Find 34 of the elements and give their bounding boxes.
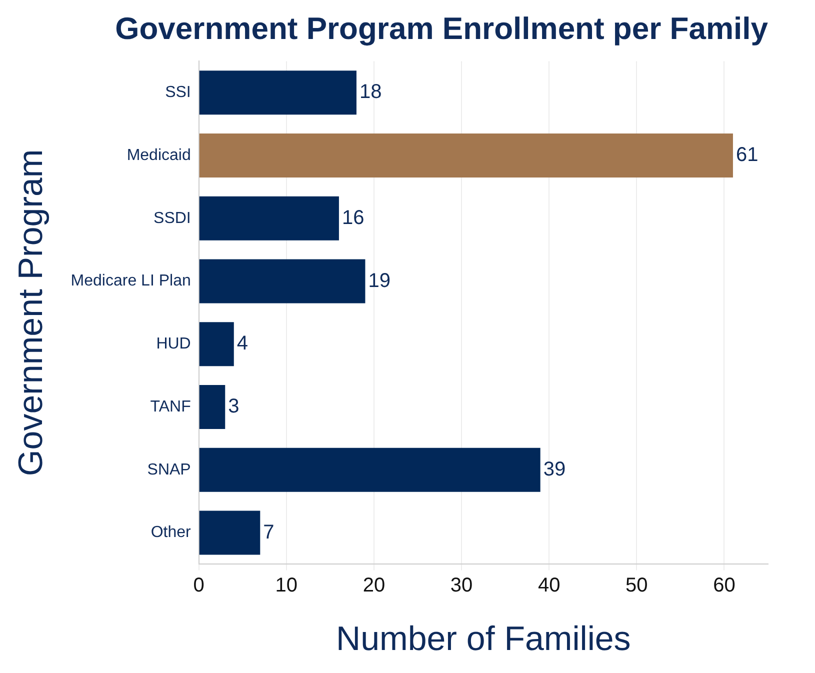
data-label: 39 bbox=[543, 458, 566, 480]
bar bbox=[199, 322, 234, 366]
y-tick-label: Medicare LI Plan bbox=[70, 272, 191, 290]
bar bbox=[199, 70, 356, 115]
y-tick-label: SSDI bbox=[154, 210, 191, 227]
data-label: 16 bbox=[342, 206, 364, 229]
y-tick-label: SSI bbox=[165, 84, 191, 102]
bar bbox=[199, 259, 366, 304]
bar bbox=[199, 448, 540, 492]
y-tick-label: TANF bbox=[150, 398, 192, 416]
y-axis-title: Government Program bbox=[12, 149, 50, 476]
x-tick-label: 60 bbox=[713, 574, 736, 597]
x-axis-title: Number of Families bbox=[336, 620, 631, 658]
y-tick-label: HUD bbox=[156, 336, 191, 353]
data-label: 3 bbox=[228, 396, 240, 418]
x-tick-label: 10 bbox=[275, 574, 298, 597]
data-label: 19 bbox=[368, 270, 390, 292]
x-tick-label: 50 bbox=[626, 574, 648, 597]
data-label: 7 bbox=[263, 521, 274, 544]
data-label: 61 bbox=[736, 144, 758, 166]
chart-title: Government Program Enrollment per Family bbox=[115, 11, 769, 46]
x-tick-label: 0 bbox=[193, 574, 204, 597]
x-tick-label: 40 bbox=[538, 574, 560, 597]
bar bbox=[199, 510, 260, 555]
data-label: 4 bbox=[236, 332, 248, 355]
bar bbox=[199, 134, 733, 178]
bar bbox=[199, 385, 226, 430]
y-tick-label: SNAP bbox=[147, 461, 191, 478]
data-label: 18 bbox=[359, 81, 382, 104]
x-tick-label: 20 bbox=[362, 574, 386, 597]
y-tick-label: Other bbox=[150, 524, 192, 542]
y-tick-label: Medicaid bbox=[126, 146, 191, 164]
x-tick-label: 30 bbox=[450, 574, 473, 597]
bar bbox=[199, 196, 339, 240]
